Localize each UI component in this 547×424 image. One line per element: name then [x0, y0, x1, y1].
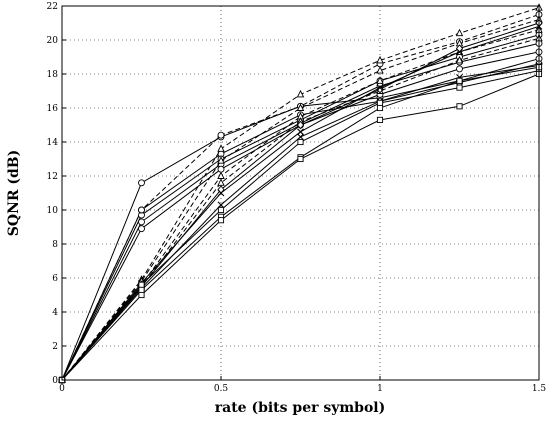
data-point	[297, 133, 304, 141]
series-line	[61, 19, 540, 381]
series-line	[61, 63, 540, 381]
data-point	[296, 103, 305, 111]
y-tick-label: 2	[52, 342, 58, 352]
data-point	[138, 218, 145, 226]
series-line	[61, 51, 540, 381]
data-point	[138, 179, 145, 187]
series-line	[61, 34, 540, 381]
y-tick-label: 12	[47, 172, 58, 182]
data-point	[456, 77, 463, 84]
y-tick-label: 20	[47, 36, 59, 46]
y-tick-label: 16	[47, 104, 59, 114]
data-point	[376, 66, 384, 74]
data-point	[217, 217, 225, 224]
data-point	[217, 165, 225, 173]
y-tick-label: 6	[52, 274, 58, 284]
y-tick-label: 10	[47, 206, 59, 216]
data-point	[138, 286, 145, 293]
x-axis-label: rate (bits per symbol)	[215, 400, 386, 416]
y-tick-label: 4	[52, 308, 58, 318]
grid-lines	[61, 5, 540, 381]
y-tick-label: 14	[47, 138, 59, 148]
data-point	[376, 99, 384, 106]
tick-labels: 0 0.5 1 1.5 0 2 4 6 8 10 12 14 16 18 20 22	[47, 2, 547, 394]
data-point	[376, 85, 384, 94]
data-point	[217, 178, 225, 186]
data-point	[138, 225, 145, 233]
data-point	[376, 116, 384, 123]
data-point	[217, 131, 225, 139]
data-point	[138, 281, 145, 288]
data-point	[297, 128, 304, 136]
data-point	[455, 55, 464, 64]
data-point	[217, 189, 225, 197]
data-series	[58, 3, 543, 383]
data-point	[217, 144, 225, 152]
data-point	[296, 89, 305, 98]
data-point	[138, 291, 145, 299]
x-tick-label: 0	[59, 384, 65, 394]
x-tick-label: 1.5	[532, 384, 547, 394]
x-tick-label: 0.5	[214, 384, 229, 394]
y-tick-label: 18	[47, 70, 59, 80]
y-tick-label: 0	[52, 376, 58, 386]
y-tick-label: 8	[52, 240, 58, 250]
y-axis-label: SQNR (dB)	[6, 150, 22, 236]
data-point	[376, 76, 384, 84]
data-point	[217, 156, 225, 164]
data-point	[217, 171, 225, 179]
data-point	[296, 120, 305, 130]
data-series	[58, 48, 543, 384]
data-point	[376, 104, 384, 112]
data-point	[217, 201, 225, 209]
x-tick-label: 1	[377, 384, 383, 394]
data-point	[138, 206, 145, 214]
data-point	[456, 48, 463, 56]
data-series	[58, 15, 543, 383]
data-point	[297, 155, 304, 163]
series-line	[61, 29, 540, 381]
data-point	[376, 55, 384, 64]
y-tick-label: 22	[47, 2, 58, 12]
data-point	[456, 84, 463, 91]
data-series	[58, 23, 543, 384]
data-point	[456, 103, 463, 110]
series-group	[58, 3, 543, 385]
data-point	[456, 65, 463, 73]
series-line	[61, 7, 540, 381]
data-point	[217, 206, 225, 214]
data-point	[455, 28, 464, 37]
data-point	[376, 84, 384, 91]
plot-frame	[61, 5, 540, 381]
series-line	[61, 14, 540, 381]
series-line	[61, 37, 540, 381]
data-series	[58, 18, 543, 385]
data-point	[297, 138, 304, 146]
